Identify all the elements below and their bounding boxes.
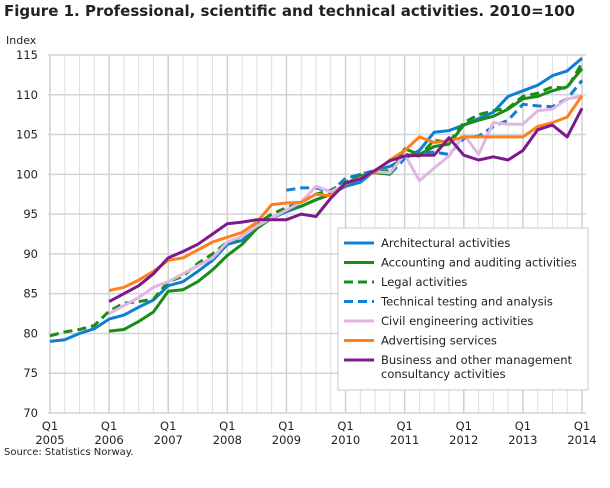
- x-tick-year: 2009: [272, 433, 301, 447]
- legend-label: Advertising services: [381, 334, 497, 348]
- y-tick-label: 110: [16, 88, 38, 102]
- legend-label: Accounting and auditing activities: [381, 256, 577, 270]
- y-tick-label: 100: [16, 167, 38, 181]
- legend: Architectural activities Accounting and a…: [337, 227, 589, 391]
- x-tick-quarter: Q1: [396, 419, 412, 433]
- series-line-technical-testing-and-analysis: [286, 79, 584, 194]
- x-tick-quarter: Q1: [337, 419, 353, 433]
- legend-label: Technical testing and analysis: [380, 295, 553, 309]
- x-tick-year: 2006: [94, 433, 123, 447]
- x-tick-quarter: Q1: [101, 419, 117, 433]
- legend-label: consultancy activities: [381, 367, 506, 381]
- y-tick-label: 85: [23, 287, 38, 301]
- chart-title: Figure 1. Professional, scientific and t…: [4, 2, 575, 20]
- legend-label: Civil engineering activities: [381, 314, 533, 328]
- source-note: Source: Statistics Norway.: [4, 447, 133, 458]
- y-tick-label: 75: [23, 366, 38, 380]
- x-tick-year: 2013: [508, 433, 537, 447]
- y-tick-label: 80: [23, 326, 38, 340]
- legend-box: [337, 227, 589, 391]
- x-tick-year: 2007: [154, 433, 183, 447]
- legend-label: Legal activities: [381, 275, 467, 289]
- x-tick-year: 2005: [35, 433, 64, 447]
- legend-label: Architectural activities: [381, 236, 510, 250]
- y-tick-label: 90: [23, 247, 38, 261]
- x-tick-quarter: Q1: [160, 419, 176, 433]
- x-tick-quarter: Q1: [515, 419, 531, 433]
- x-tick-quarter: Q1: [574, 419, 590, 433]
- x-tick-year: 2014: [567, 433, 596, 447]
- y-tick-label: 105: [16, 128, 38, 142]
- legend-label: Business and other management: [381, 353, 572, 367]
- x-tick-year: 2011: [390, 433, 419, 447]
- x-tick-quarter: Q1: [219, 419, 235, 433]
- x-tick-year: 2008: [213, 433, 242, 447]
- x-tick-quarter: Q1: [456, 419, 472, 433]
- series-line-business-and-other-management-consultancy-activities: [108, 107, 584, 303]
- x-tick-quarter: Q1: [42, 419, 58, 433]
- x-tick-quarter: Q1: [278, 419, 294, 433]
- x-tick-year: 2012: [449, 433, 478, 447]
- y-tick-label: 70: [23, 406, 38, 420]
- y-axis-label: Index: [6, 34, 37, 47]
- y-tick-label: 115: [16, 48, 38, 62]
- x-tick-year: 2010: [331, 433, 360, 447]
- y-tick-label: 95: [23, 207, 38, 221]
